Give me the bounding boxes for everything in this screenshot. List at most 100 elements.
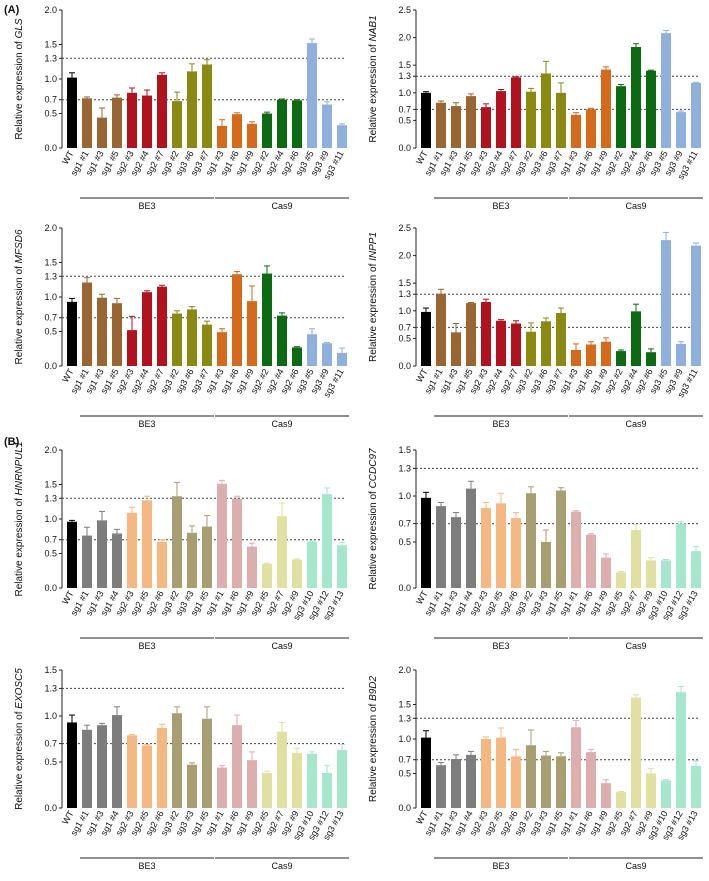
y-axis-label-prefix: Relative expression of bbox=[14, 263, 25, 364]
bar bbox=[421, 737, 431, 808]
bar bbox=[646, 70, 656, 148]
bar bbox=[217, 483, 227, 588]
y-tick-label: 1.0 bbox=[398, 88, 411, 98]
bar bbox=[112, 533, 122, 588]
group-label: BE3 bbox=[138, 641, 155, 651]
y-axis-label-gene: CCDC97 bbox=[368, 448, 379, 488]
bar bbox=[586, 534, 596, 588]
bar bbox=[337, 125, 347, 148]
bar bbox=[496, 91, 506, 148]
y-tick-label: 1.3 bbox=[44, 53, 57, 63]
y-tick-label: 1.0 bbox=[398, 734, 411, 744]
bar bbox=[127, 512, 137, 588]
y-axis-label-gene: MFSD6 bbox=[14, 229, 25, 263]
bar bbox=[556, 92, 566, 148]
bar bbox=[421, 497, 431, 588]
bar bbox=[436, 102, 446, 148]
bar bbox=[646, 352, 656, 366]
bar bbox=[676, 343, 686, 366]
bar bbox=[511, 756, 521, 808]
y-tick-label: 0.0 bbox=[398, 803, 411, 813]
bar bbox=[511, 77, 521, 148]
bar bbox=[112, 303, 122, 366]
b9d2-y-axis-label: Relative expression of B9D2 bbox=[368, 675, 379, 802]
y-tick-label: 1.0 bbox=[44, 514, 57, 524]
bar bbox=[247, 123, 257, 148]
y-tick-label: 0.7 bbox=[398, 322, 411, 332]
bar bbox=[511, 518, 521, 588]
bar bbox=[187, 71, 197, 148]
y-tick-label: 1.3 bbox=[44, 683, 57, 693]
group-label: Cas9 bbox=[625, 201, 646, 211]
y-tick-label: 0.0 bbox=[44, 803, 57, 813]
bar bbox=[691, 765, 701, 808]
bar bbox=[571, 114, 581, 148]
y-tick-label: 1.3 bbox=[44, 271, 57, 281]
bar bbox=[466, 754, 476, 808]
bar bbox=[112, 97, 122, 148]
bar bbox=[277, 315, 287, 366]
bar bbox=[97, 297, 107, 366]
bar bbox=[82, 729, 92, 808]
bar bbox=[202, 718, 212, 808]
bar bbox=[676, 692, 686, 808]
y-tick-label: 2.0 bbox=[44, 223, 57, 233]
bar bbox=[661, 560, 671, 588]
bar bbox=[481, 107, 491, 148]
ccdc97-y-axis-label: Relative expression of CCDC97 bbox=[368, 448, 379, 590]
bar bbox=[601, 557, 611, 588]
bar bbox=[292, 100, 302, 148]
y-tick-label: 0.7 bbox=[398, 519, 411, 529]
y-tick-label: 1.0 bbox=[44, 711, 57, 721]
bar bbox=[172, 496, 182, 588]
y-tick-label: 1.5 bbox=[398, 278, 411, 288]
bar bbox=[421, 92, 431, 148]
y-tick-label: 0.5 bbox=[44, 327, 57, 337]
bar bbox=[601, 783, 611, 808]
bar bbox=[571, 511, 581, 588]
group-label: Cas9 bbox=[625, 641, 646, 651]
y-axis-label-prefix: Relative expression of bbox=[14, 709, 25, 810]
bar bbox=[262, 113, 272, 148]
y-axis-label-gene: GLS bbox=[14, 18, 25, 38]
bar bbox=[556, 313, 566, 366]
bar bbox=[526, 745, 536, 808]
bar bbox=[142, 745, 152, 808]
bar bbox=[202, 64, 212, 148]
bar bbox=[292, 752, 302, 808]
bar bbox=[322, 104, 332, 148]
bar bbox=[631, 311, 641, 366]
y-tick-label: 2.0 bbox=[44, 445, 57, 455]
bar bbox=[451, 332, 461, 366]
bar bbox=[262, 273, 272, 366]
y-axis-label-gene: INPP1 bbox=[368, 232, 379, 261]
y-tick-label: 1.0 bbox=[44, 74, 57, 84]
bar bbox=[496, 503, 506, 588]
y-tick-label: 2.5 bbox=[398, 223, 411, 233]
y-tick-label: 0.5 bbox=[44, 109, 57, 119]
y-tick-label: 0.5 bbox=[398, 115, 411, 125]
bar bbox=[496, 320, 506, 366]
y-tick-label: 0.7 bbox=[398, 755, 411, 765]
bar bbox=[142, 500, 152, 588]
bar bbox=[67, 722, 77, 808]
bar bbox=[451, 759, 461, 808]
bar bbox=[526, 91, 536, 148]
bar bbox=[307, 43, 317, 149]
y-tick-label: 1.3 bbox=[398, 71, 411, 81]
bar bbox=[556, 490, 566, 588]
bar bbox=[661, 33, 671, 148]
panel-label-a: (A) bbox=[4, 4, 20, 16]
bar bbox=[172, 713, 182, 808]
bar bbox=[172, 101, 182, 148]
bar bbox=[277, 516, 287, 588]
y-tick-label: 0.5 bbox=[398, 537, 411, 547]
bar bbox=[616, 572, 626, 588]
bar bbox=[67, 77, 77, 148]
bar bbox=[541, 321, 551, 366]
bar bbox=[97, 117, 107, 148]
y-tick-label: 0.7 bbox=[398, 104, 411, 114]
